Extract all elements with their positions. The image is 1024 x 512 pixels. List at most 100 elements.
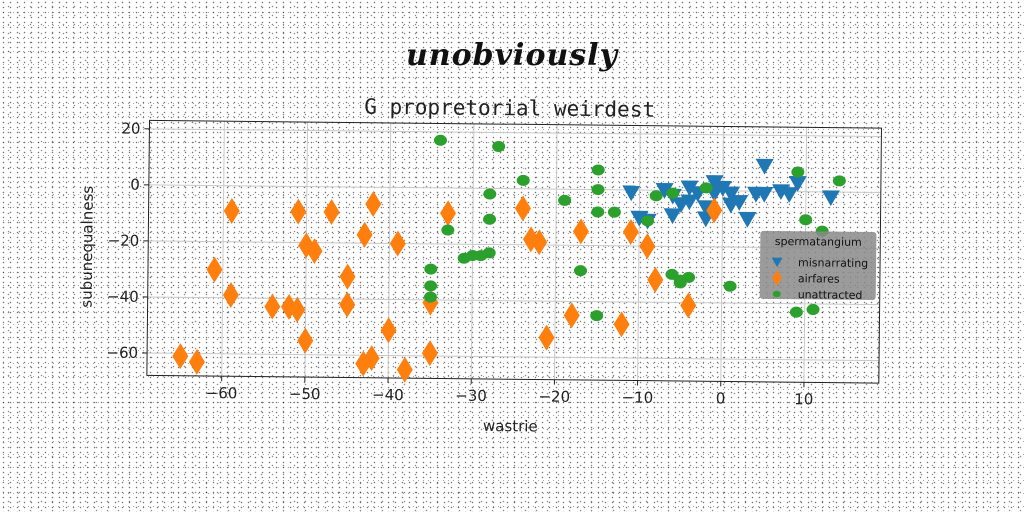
unattracted-point-2 <box>483 188 497 200</box>
airfares-point-2 <box>206 256 223 283</box>
unattracted-point-27 <box>723 280 737 292</box>
unattracted-point-31 <box>789 306 803 318</box>
unattracted-point-18 <box>607 206 621 218</box>
legend-marker-misnarrating <box>771 257 783 268</box>
unattracted-point-3 <box>516 174 530 186</box>
airfares-point-14 <box>339 263 356 290</box>
misnarrating-point-18 <box>755 158 774 175</box>
airfares-point-4 <box>223 197 240 224</box>
unattracted-point-17 <box>591 206 605 218</box>
x-axis-ticks: −60 −50 −40 −30 −20 −10 0 10 <box>206 376 813 408</box>
airfares-point-0 <box>172 343 189 370</box>
airfares-point-28 <box>538 324 555 351</box>
unattracted-point-34 <box>666 187 680 199</box>
airfares-point-25 <box>514 195 531 222</box>
x-grid-line-5 <box>637 125 641 381</box>
x-grid-line-4 <box>553 124 558 380</box>
airfares-point-18 <box>365 191 382 218</box>
chart-container: G propretorial weirdest −60 −50 −40 −30 −20−… <box>68 84 912 453</box>
airfares-point-11 <box>306 238 323 265</box>
unattracted-point-12 <box>424 291 438 303</box>
airfares-point-30 <box>572 218 589 245</box>
misnarrating-point-11 <box>705 175 724 191</box>
airfares-point-19 <box>380 317 397 344</box>
airfares-point-31 <box>613 311 630 338</box>
misnarrating-point-12 <box>722 186 741 203</box>
legend-label-misnarrating: misnarrating <box>798 256 868 270</box>
airfares-point-10 <box>298 232 315 259</box>
misnarrating-point-15 <box>738 211 757 228</box>
unattracted-point-26 <box>682 271 696 283</box>
airfares-point-6 <box>280 293 297 320</box>
airfares-point-1 <box>188 348 205 375</box>
unattracted-point-32 <box>832 175 846 187</box>
airfares-point-29 <box>563 302 580 329</box>
unattracted-point-11 <box>424 280 438 292</box>
unattracted-point-21 <box>641 215 655 227</box>
unattracted-point-10 <box>424 263 438 275</box>
series-airfares <box>172 191 723 383</box>
x-tick-label-6: 0 <box>716 389 726 407</box>
misnarrating-point-17 <box>755 186 774 203</box>
airfares-point-27 <box>531 229 548 256</box>
unattracted-point-14 <box>574 265 588 277</box>
unattracted-point-13 <box>558 194 572 206</box>
airfares-point-15 <box>356 221 373 248</box>
airfares-point-24 <box>440 200 457 227</box>
airfares-point-12 <box>323 199 340 226</box>
legend-marker-airfares <box>772 270 782 286</box>
misnarrating-point-20 <box>780 187 799 203</box>
data-points <box>172 134 846 383</box>
y-axis-ticks: 20 0 −20 −40 −60 <box>106 120 150 362</box>
unattracted-point-16 <box>591 184 605 196</box>
plot-frame <box>146 119 882 384</box>
airfares-point-22 <box>421 340 438 367</box>
unattracted-point-9 <box>482 247 496 259</box>
legend: spermatangium misnarrating airfares unattr… <box>759 230 877 302</box>
legend-marker-unattracted <box>772 290 781 298</box>
airfares-point-7 <box>289 296 306 323</box>
header-title: unobviously <box>406 38 618 73</box>
misnarrating-point-6 <box>680 180 699 197</box>
y-grid-line-0 <box>149 128 882 137</box>
airfares-point-21 <box>396 356 413 383</box>
misnarrating-point-10 <box>713 180 732 197</box>
unattracted-point-28 <box>791 166 805 178</box>
series-misnarrating <box>622 158 840 230</box>
series-unattracted <box>424 134 846 322</box>
legend-title: spermatangium <box>775 235 862 249</box>
airfares-point-5 <box>264 293 281 320</box>
unattracted-point-29 <box>799 214 813 226</box>
misnarrating-point-0 <box>622 185 641 202</box>
x-tick-label-2: −40 <box>372 386 404 404</box>
y-tick-label-0: 20 <box>121 120 140 138</box>
y-grid-line-2 <box>148 240 881 250</box>
airfares-point-26 <box>522 226 539 253</box>
airfares-point-3 <box>222 282 239 309</box>
legend-label-unattracted: unattracted <box>798 288 863 302</box>
y-tick-label-4: −60 <box>106 344 138 362</box>
airfares-point-32 <box>622 218 639 245</box>
y-tick-label-2: −20 <box>108 231 140 249</box>
x-grid-line-0 <box>221 121 225 377</box>
misnarrating-point-22 <box>663 208 682 225</box>
x-tick-label-4: −20 <box>538 388 570 406</box>
unattracted-point-19 <box>590 310 604 322</box>
airfares-point-36 <box>706 197 723 224</box>
airfares-point-35 <box>680 292 697 319</box>
airfares-point-33 <box>639 233 656 260</box>
airfares-point-9 <box>297 327 314 354</box>
unattracted-point-20 <box>649 190 663 202</box>
y-tick-label-1: 0 <box>130 176 140 194</box>
misnarrating-point-3 <box>655 182 674 199</box>
y-axis-label: subunequalness <box>78 186 97 308</box>
y-tick-label-3: −40 <box>107 288 139 306</box>
misnarrating-point-14 <box>730 194 749 211</box>
unattracted-point-15 <box>591 164 605 176</box>
x-tick-label-7: 10 <box>794 390 813 408</box>
scatter-chart: G propretorial weirdest −60 −50 −40 −30 −20−… <box>78 95 882 436</box>
x-tick-label-1: −50 <box>289 385 321 403</box>
x-tick-label-5: −10 <box>622 388 654 406</box>
unattracted-point-5 <box>441 224 455 236</box>
airfares-point-17 <box>363 345 380 372</box>
